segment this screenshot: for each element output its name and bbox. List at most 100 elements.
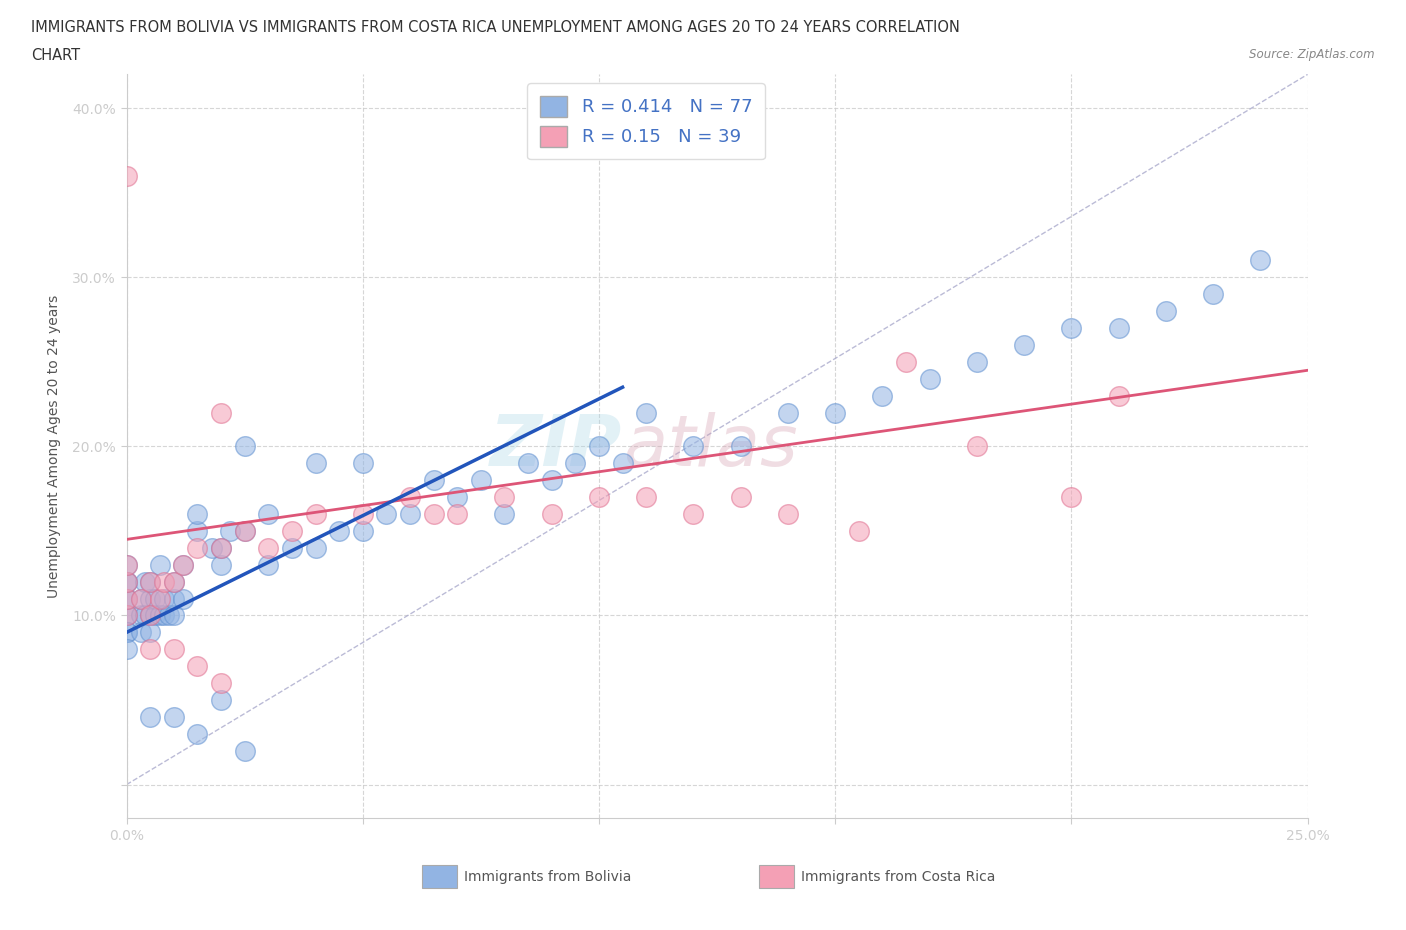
Point [163, 574, 186, 589]
Point [848, 524, 870, 538]
Point [375, 507, 398, 522]
Point [209, 540, 232, 555]
Point [446, 507, 468, 522]
Point [776, 507, 799, 522]
Point [153, 608, 176, 623]
Point [304, 507, 326, 522]
Point [824, 405, 846, 420]
Point [540, 472, 562, 487]
Point [352, 524, 374, 538]
Text: ZIP: ZIP [491, 412, 623, 481]
Point [153, 574, 176, 589]
Point [163, 710, 186, 724]
Text: CHART: CHART [31, 48, 80, 63]
Text: atlas: atlas [623, 412, 797, 481]
Point [115, 625, 138, 640]
Point [186, 507, 208, 522]
Point [209, 540, 232, 555]
Point [352, 456, 374, 471]
Point [328, 524, 350, 538]
Point [115, 591, 138, 606]
Point [281, 540, 304, 555]
Point [776, 405, 799, 420]
Point [139, 625, 162, 640]
Point [1154, 304, 1177, 319]
Point [200, 540, 222, 555]
Point [157, 608, 180, 623]
Point [115, 625, 138, 640]
Point [115, 608, 138, 623]
Point [494, 507, 516, 522]
Point [115, 591, 138, 606]
Point [149, 608, 172, 623]
Text: Immigrants from Bolivia: Immigrants from Bolivia [464, 870, 631, 884]
Point [304, 540, 326, 555]
Point [399, 490, 422, 505]
Point [139, 608, 162, 623]
Point [872, 388, 894, 403]
Point [730, 439, 752, 454]
Point [470, 472, 492, 487]
Point [233, 524, 256, 538]
Point [149, 557, 172, 572]
Point [233, 439, 256, 454]
Point [588, 439, 610, 454]
Point [163, 574, 186, 589]
Point [143, 608, 166, 623]
Point [1249, 253, 1271, 268]
Point [352, 507, 374, 522]
Point [139, 574, 162, 589]
Point [153, 591, 176, 606]
Point [233, 743, 256, 758]
Point [422, 507, 444, 522]
Point [115, 608, 138, 623]
Text: IMMIGRANTS FROM BOLIVIA VS IMMIGRANTS FROM COSTA RICA UNEMPLOYMENT AMONG AGES 20: IMMIGRANTS FROM BOLIVIA VS IMMIGRANTS FR… [31, 20, 960, 35]
Point [209, 405, 232, 420]
Point [129, 625, 152, 640]
Point [134, 574, 156, 589]
Point [422, 472, 444, 487]
Point [115, 574, 138, 589]
Point [163, 591, 186, 606]
Point [1108, 321, 1130, 336]
Point [894, 354, 917, 369]
Point [186, 524, 208, 538]
Point [1108, 388, 1130, 403]
Point [163, 608, 186, 623]
Y-axis label: Unemployment Among Ages 20 to 24 years: Unemployment Among Ages 20 to 24 years [48, 295, 60, 598]
Point [1060, 321, 1083, 336]
Point [730, 490, 752, 505]
Point [143, 591, 166, 606]
Point [172, 557, 194, 572]
Point [517, 456, 540, 471]
Point [186, 540, 208, 555]
Point [129, 591, 152, 606]
Point [219, 524, 242, 538]
Point [115, 574, 138, 589]
Point [446, 490, 468, 505]
Point [186, 726, 208, 741]
Point [163, 642, 186, 657]
Point [494, 490, 516, 505]
Point [129, 591, 152, 606]
Text: Immigrants from Costa Rica: Immigrants from Costa Rica [801, 870, 995, 884]
Point [115, 557, 138, 572]
Legend: R = 0.414   N = 77, R = 0.15   N = 39: R = 0.414 N = 77, R = 0.15 N = 39 [527, 84, 765, 159]
Point [115, 574, 138, 589]
Point [588, 490, 610, 505]
Point [186, 658, 208, 673]
Point [612, 456, 634, 471]
Point [966, 354, 988, 369]
Point [139, 642, 162, 657]
Point [209, 676, 232, 691]
Text: Source: ZipAtlas.com: Source: ZipAtlas.com [1250, 48, 1375, 61]
Point [540, 507, 562, 522]
Point [399, 507, 422, 522]
Point [129, 608, 152, 623]
Point [149, 591, 172, 606]
Point [115, 168, 138, 183]
Point [682, 507, 704, 522]
Point [139, 591, 162, 606]
Point [257, 507, 280, 522]
Point [257, 540, 280, 555]
